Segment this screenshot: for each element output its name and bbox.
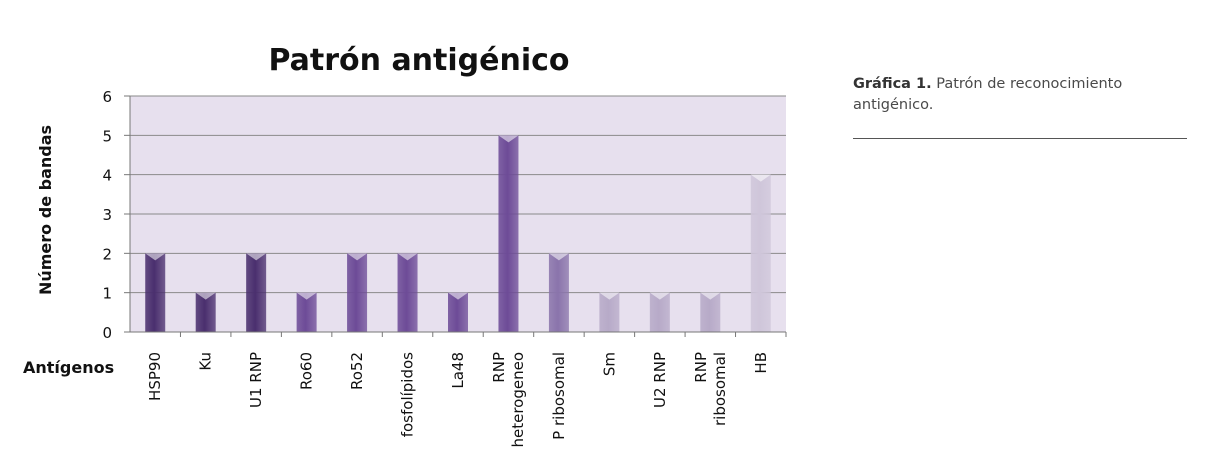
x-tick-label: Ro60 <box>298 352 316 390</box>
x-tick-label: fosfolípidos <box>399 352 417 437</box>
bar-cap <box>448 292 468 300</box>
bar <box>397 253 418 332</box>
bar <box>145 253 166 332</box>
x-tick-label: RNP <box>692 352 710 383</box>
bar-cap <box>246 253 267 261</box>
chart-title: Patrón antigénico <box>268 43 569 78</box>
gridlines <box>130 95 786 294</box>
x-tick-label: heterogeneo <box>509 352 527 448</box>
bar <box>498 135 519 332</box>
bar-cap <box>498 135 519 143</box>
x-tick-label: HB <box>752 352 770 374</box>
x-tick-label: ribosomal <box>711 352 729 426</box>
x-tick-label: Ro52 <box>348 352 366 390</box>
y-axis-label: Número de bandas <box>36 125 55 295</box>
caption-label: Gráfica 1. <box>853 76 932 92</box>
y-tick-label: 1 <box>102 285 112 303</box>
bar-cap <box>195 292 216 300</box>
bar <box>599 292 620 332</box>
bar-cap <box>649 292 670 300</box>
bar <box>548 253 569 332</box>
y-tick-label: 5 <box>102 127 112 145</box>
x-tick-label: Ku <box>197 352 215 371</box>
caption-divider <box>853 138 1187 139</box>
x-tick-label: La48 <box>449 352 467 389</box>
x-tick-label: U1 RNP <box>247 352 265 408</box>
x-axis-label: Antígenos <box>23 358 114 377</box>
bar-cap <box>599 292 620 300</box>
x-tick-label: HSP90 <box>146 352 164 401</box>
x-tick-label: P ribosomal <box>550 352 568 440</box>
bar <box>195 292 216 332</box>
bar-cap <box>548 253 569 261</box>
bar-cap <box>700 292 721 300</box>
bar-cap <box>145 253 166 261</box>
bar-cap <box>296 292 317 300</box>
bar-cap <box>397 253 418 261</box>
bars <box>145 135 771 332</box>
y-tick-label: 6 <box>102 88 112 106</box>
x-tick-label: U2 RNP <box>651 352 669 408</box>
x-tick-label: RNP <box>490 352 508 383</box>
axes: 0 1 2 3 4 5 6 HSP90 Ku U1 RNP Ro60 Ro52 fosfolípidos… <box>102 88 787 448</box>
y-tick-label: 0 <box>102 324 112 342</box>
bar <box>700 292 721 332</box>
y-tick-label: 2 <box>102 245 112 263</box>
x-tick-label: Sm <box>600 352 618 376</box>
bar <box>246 253 267 332</box>
figure-caption: Gráfica 1. Patrón de reconocimiento anti… <box>853 74 1187 139</box>
y-tick-label: 4 <box>102 167 112 185</box>
caption-text: Gráfica 1. Patrón de reconocimiento anti… <box>853 74 1187 116</box>
bar <box>347 253 368 332</box>
bar <box>296 292 317 332</box>
bar <box>649 292 670 332</box>
bar <box>750 174 771 332</box>
caption-body: Patrón de reconocimiento antigénico. <box>853 76 1123 113</box>
bar <box>448 292 468 332</box>
bar-cap <box>347 253 368 261</box>
y-tick-label: 3 <box>102 206 112 224</box>
bar-cap <box>750 174 771 182</box>
